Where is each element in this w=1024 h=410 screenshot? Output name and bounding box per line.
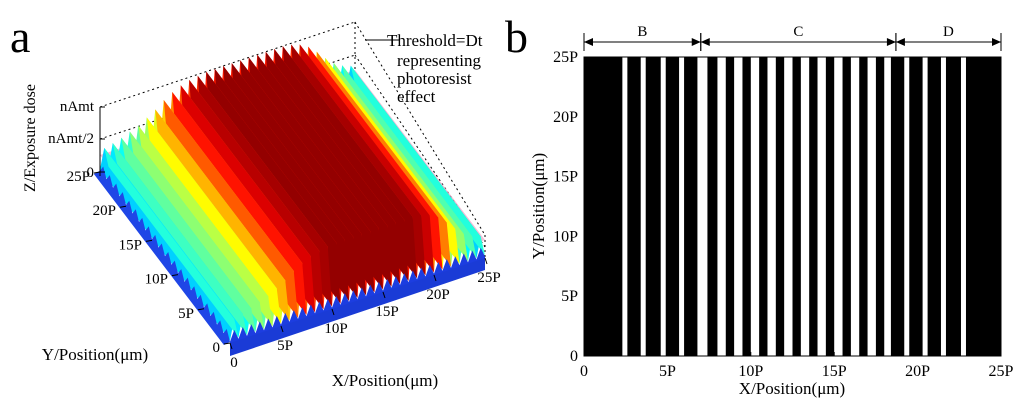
z-tick-label-3: 0 (87, 165, 95, 181)
x-tick (433, 274, 437, 282)
y-axis-label: Y/Position(μm) (529, 153, 548, 259)
y-tick-label: 20P (93, 203, 116, 219)
panel-a-label: a (10, 11, 30, 62)
x-tick-label: 0 (580, 363, 588, 380)
y-tick-label: 5P (561, 288, 578, 305)
y-tick-label: 20P (553, 109, 578, 126)
y-axis-label: Y/Position(μm) (42, 345, 148, 364)
black-stripe (875, 57, 885, 356)
y-tick-label: 0 (213, 340, 221, 356)
x-tick (229, 342, 233, 350)
annotation-line-3: photoresist (397, 69, 472, 88)
x-tick-label: 5P (659, 363, 676, 380)
region-label: B (637, 24, 647, 40)
black-stripe (859, 57, 868, 356)
y-tick-label: 10P (553, 228, 578, 245)
y-tick (223, 342, 231, 345)
z-tick-label-2: nAmt/2 (48, 131, 94, 147)
arrow-head (700, 38, 710, 46)
surface-floor (230, 258, 485, 356)
black-stripe (792, 57, 801, 356)
region-label: C (793, 24, 803, 40)
black-stripe (809, 57, 818, 356)
x-tick-label: 5P (277, 338, 293, 354)
black-stripe (584, 57, 623, 356)
x-axis: 0 5P 10P 15P 20P 25P (580, 352, 1014, 380)
y-tick (171, 274, 179, 277)
y-tick (93, 171, 101, 174)
black-stripe (665, 57, 680, 356)
black-stripe (842, 57, 851, 356)
x-tick (382, 291, 386, 299)
ridge-face (112, 143, 247, 335)
black-stripe (927, 57, 941, 356)
panel-a-3d-surface: a Threshold=Dt representing photoresist … (10, 11, 501, 390)
y-tick (119, 205, 127, 208)
black-stripe (742, 57, 751, 356)
black-stripe (775, 57, 785, 356)
arrow-head (691, 38, 701, 46)
arrow-head (895, 38, 905, 46)
side-edge (93, 166, 230, 346)
black-stripe (684, 57, 698, 356)
x-tick-label: 15P (375, 304, 398, 320)
black-stripe (759, 57, 768, 356)
ridge-face (104, 147, 239, 338)
x-tick (331, 308, 335, 316)
x-tick-label: 20P (426, 287, 449, 303)
x-tick-label: 10P (324, 321, 347, 337)
x-tick-label: 0 (230, 355, 238, 371)
arrow-head (584, 38, 593, 46)
x-tick-label: 10P (738, 363, 763, 380)
black-stripe (945, 57, 961, 356)
black-stripe (890, 57, 905, 356)
y-tick-label: 15P (119, 237, 142, 253)
panel-b-stripe-pattern: b B C D 0 5P 10P 15P 20P 25P 0 5P 10P 15P 20P 25P X/… (505, 11, 1014, 398)
ridge-face (121, 137, 256, 332)
x-axis-label: X/Position(μm) (332, 371, 438, 390)
y-tick (145, 239, 153, 242)
black-stripe (825, 57, 835, 356)
x-tick-label: 15P (822, 363, 847, 380)
y-axis: 0 5P 10P 15P 20P 25P (67, 169, 231, 356)
ridge-face (129, 131, 264, 330)
annotation-line-1: Threshold=Dt (387, 31, 483, 50)
x-tick-label: 20P (905, 363, 930, 380)
y-tick-label: 25P (553, 49, 578, 66)
black-stripe (645, 57, 661, 356)
y-axis: 0 5P 10P 15P 20P 25P (553, 49, 588, 365)
x-tick-label: 25P (989, 363, 1014, 380)
black-stripe (965, 57, 1001, 356)
ridge-face (350, 65, 485, 256)
black-stripe (707, 57, 718, 356)
x-tick (484, 257, 488, 265)
y-tick (197, 308, 205, 311)
x-tick (280, 325, 284, 333)
x-tick-label: 25P (477, 270, 500, 286)
black-stripe (909, 57, 923, 356)
y-tick-label: 15P (553, 169, 578, 186)
annotation-line-4: effect (397, 87, 436, 106)
z-tick-label-1: nAmt (60, 99, 95, 115)
z-axis-label: Z/Exposure dose (22, 84, 39, 192)
annotation-line-2: representing (397, 51, 482, 70)
stripes (584, 57, 1001, 356)
panel-b-label: b (505, 11, 528, 62)
arrow-head (992, 38, 1001, 46)
surface (93, 44, 485, 351)
x-axis-label: X/Position(μm) (739, 379, 845, 398)
region-label: D (943, 24, 954, 40)
y-tick-label: 0 (570, 348, 578, 365)
black-stripe (627, 57, 641, 356)
y-tick-label: 5P (178, 306, 194, 322)
region-markers: B C D (583, 24, 1002, 51)
black-stripe (725, 57, 735, 356)
arrow-head (886, 38, 896, 46)
x-axis: 0 5P 10P 15P 20P 25P (229, 257, 501, 371)
y-tick-label: 25P (67, 169, 90, 185)
y-tick-label: 10P (145, 272, 168, 288)
